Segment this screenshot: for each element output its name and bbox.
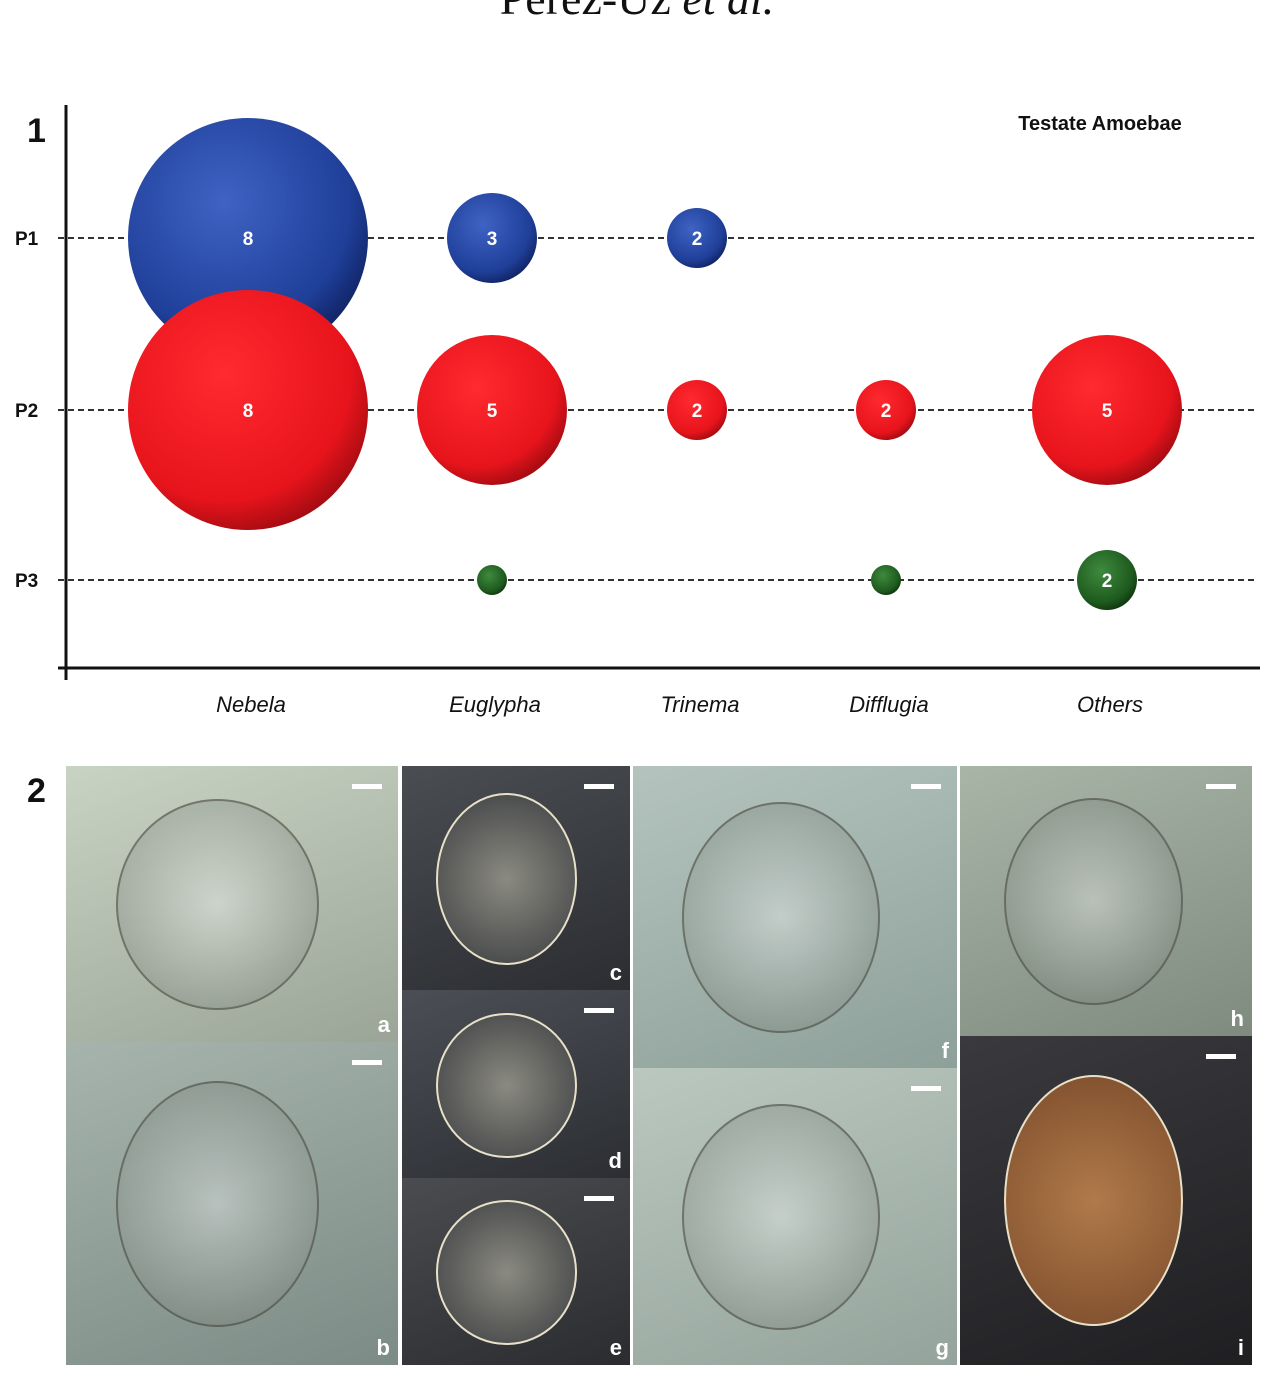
data-label: 2 [1102,571,1113,592]
specimen-shell [681,802,880,1033]
bubble-p3-others [1077,550,1137,610]
specimen-shell [436,1012,577,1158]
micrograph-b: b [66,1042,398,1365]
bubble-p1-euglypha [447,193,537,283]
bubble-p2-difflugia [856,380,916,440]
specimen-shell [115,799,319,1011]
micrograph-a: a [66,766,398,1042]
micrograph-label: f [941,1038,949,1063]
bubble-p2-nebela [128,290,368,530]
bubble-p2-euglypha [417,335,567,485]
bubble-chart: P1 P2 P3 Nebela Euglypha Trinema Difflugia Othe… [15,105,1260,717]
bubble-p2-trinema [667,380,727,440]
specimen-shell [436,1200,577,1345]
category-label: Nebela [216,692,286,717]
scale-bar [911,1086,941,1091]
row-label-p2: P2 [15,401,38,422]
micrograph-f: f [633,766,957,1068]
scale-bar [1206,784,1236,789]
scale-bar [352,784,382,789]
data-label: 2 [692,229,703,250]
scale-bar [1206,1054,1236,1059]
panel-label-1: 1 [27,112,46,150]
specimen-shell [115,1080,319,1327]
micrograph-h: h [960,766,1252,1036]
data-label: 3 [487,229,498,250]
scale-bar [352,1060,382,1065]
scale-bar [911,784,941,789]
running-head-etal: et al. [682,0,774,24]
category-label: Euglypha [449,692,541,717]
specimen-shell [1003,1075,1183,1327]
category-label: Trinema [660,692,739,717]
data-label: 8 [243,401,254,422]
specimen-shell [436,792,577,965]
data-label: 5 [487,401,498,422]
micrograph-e: e [402,1178,630,1365]
micrograph-label: b [376,1335,390,1360]
data-label: 2 [881,401,892,422]
data-label: 5 [1102,401,1113,422]
micrograph-label: h [1230,1006,1244,1031]
row-label-p3: P3 [15,571,38,592]
micrograph-c: c [402,766,630,990]
category-label: Others [1077,692,1143,717]
data-label: 8 [243,229,254,250]
scale-bar [584,1008,614,1013]
micrograph-label: i [1237,1335,1244,1360]
micrograph-label: a [377,1012,390,1037]
row-label-p1: P1 [15,229,39,250]
bubble-p1-trinema [667,208,727,268]
micrograph-label: g [935,1335,949,1360]
category-label: Difflugia [849,692,928,717]
scale-bar [584,784,614,789]
micrograph-i: i [960,1036,1252,1365]
chart-title: Testate Amoebae [1018,113,1181,135]
running-head-authors: Pérez-Uz [500,0,671,24]
bubble-p3-difflugia [871,565,901,595]
scale-bar [584,1196,614,1201]
bubble-p2-others [1032,335,1182,485]
panel-label-2: 2 [27,772,46,810]
specimen-shell [681,1103,880,1331]
micrograph-d: d [402,990,630,1178]
running-head: Pérez-Uz et al. [0,0,1274,25]
micrograph-label: c [609,960,622,985]
micrograph-g: g [633,1068,957,1365]
data-label: 2 [692,401,703,422]
micrograph-label: d [608,1148,622,1173]
specimen-shell [1003,798,1183,1005]
micrograph-label: e [609,1335,622,1360]
bubble-p3-euglypha [477,565,507,595]
bubble-p1-nebela [128,118,368,358]
